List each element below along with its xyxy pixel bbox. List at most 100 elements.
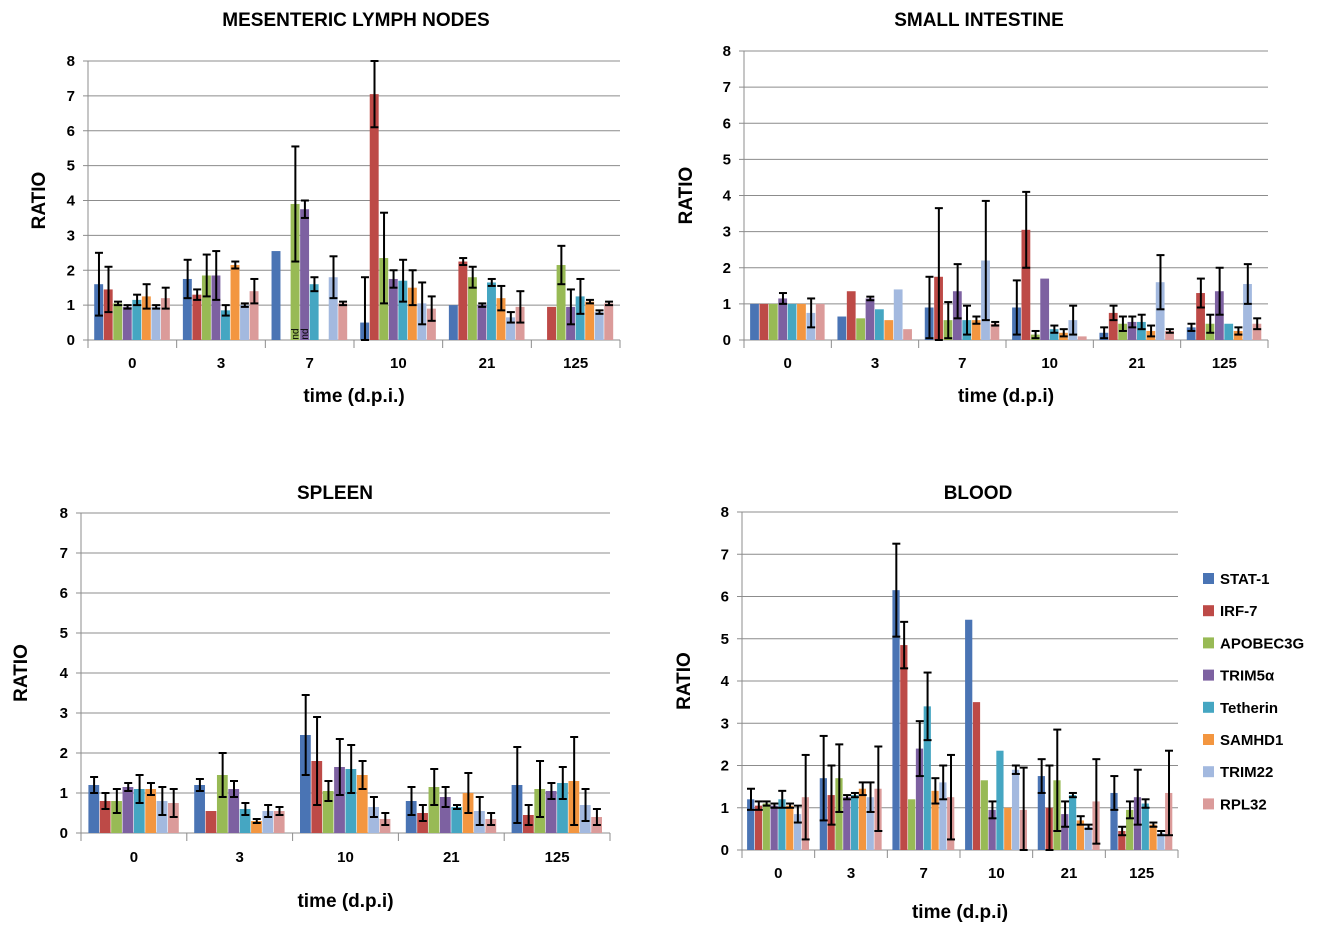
bar bbox=[972, 702, 981, 850]
y-tick-label: 6 bbox=[723, 115, 731, 132]
bar bbox=[835, 778, 843, 850]
y-tick-label: 2 bbox=[723, 260, 731, 277]
y-tick-label: 8 bbox=[723, 43, 731, 60]
bar bbox=[290, 203, 300, 340]
bar bbox=[996, 750, 1004, 850]
bar bbox=[1069, 795, 1077, 850]
bar bbox=[604, 303, 614, 340]
bar bbox=[338, 303, 348, 340]
bar bbox=[1118, 830, 1126, 850]
y-tick-label: 5 bbox=[67, 158, 75, 175]
bar bbox=[797, 303, 806, 340]
bar bbox=[884, 320, 894, 340]
y-tick-label: 3 bbox=[721, 715, 729, 732]
x-tick-label: 21 bbox=[443, 849, 460, 866]
bar bbox=[132, 299, 142, 340]
bar bbox=[846, 291, 856, 340]
x-tick-label: 21 bbox=[1061, 865, 1078, 882]
y-tick-label: 1 bbox=[60, 785, 68, 802]
bar bbox=[908, 799, 916, 850]
bar bbox=[451, 807, 463, 833]
x-tick-label: 10 bbox=[1041, 355, 1058, 372]
bar bbox=[1037, 776, 1045, 850]
bar bbox=[1155, 282, 1165, 340]
bar bbox=[988, 809, 996, 850]
y-tick-label: 1 bbox=[67, 297, 75, 314]
x-tick-label: 125 bbox=[1212, 355, 1237, 372]
bar bbox=[240, 305, 249, 340]
bar bbox=[239, 809, 251, 833]
legend-swatch bbox=[1203, 605, 1214, 617]
chart-title: SMALL INTESTINE bbox=[894, 10, 1064, 31]
bar bbox=[249, 291, 259, 340]
legend-swatch bbox=[1203, 701, 1214, 713]
bar bbox=[151, 306, 161, 340]
bar bbox=[156, 801, 168, 833]
bar bbox=[228, 789, 240, 833]
y-tick-label: 3 bbox=[60, 705, 68, 722]
legend: STAT-1 IRF-7 APOBEC3G TRIM5α Tetherin SAMHD1 T… bbox=[1203, 571, 1304, 813]
bar bbox=[865, 298, 875, 340]
y-tick-label: 1 bbox=[721, 800, 729, 817]
bar bbox=[875, 309, 884, 340]
y-tick-label: 8 bbox=[60, 505, 68, 522]
bar bbox=[1243, 284, 1252, 340]
x-tick-label: 125 bbox=[545, 849, 570, 866]
y-tick-label: 7 bbox=[721, 546, 729, 563]
y-axis-label: RATIO bbox=[29, 172, 50, 230]
bar bbox=[594, 312, 604, 340]
bar bbox=[356, 775, 368, 833]
y-tick-label: 4 bbox=[723, 188, 732, 205]
bar bbox=[141, 296, 151, 340]
bar bbox=[211, 275, 221, 340]
x-tick-label: 21 bbox=[1129, 355, 1146, 372]
x-tick-label: 3 bbox=[847, 865, 855, 882]
bar bbox=[439, 797, 451, 833]
bar bbox=[866, 797, 874, 850]
bar bbox=[192, 294, 202, 340]
bar bbox=[334, 767, 345, 833]
bar bbox=[103, 289, 113, 340]
y-axis-label: RATIO bbox=[11, 644, 32, 702]
x-tick-label: 10 bbox=[337, 849, 354, 866]
y-tick-label: 5 bbox=[60, 625, 68, 642]
bar bbox=[837, 316, 847, 340]
y-tick-label: 1 bbox=[723, 296, 731, 313]
bar bbox=[216, 775, 228, 833]
legend-swatch bbox=[1203, 637, 1214, 649]
y-tick-label: 3 bbox=[723, 224, 731, 241]
chart-blood: 0 1 2 3 4 5 6 7 8 0 3 7 10 21 125 BLOOD time (d.p.i) RATI… bbox=[674, 483, 1179, 923]
bar bbox=[793, 814, 802, 850]
bar bbox=[99, 801, 111, 833]
bar bbox=[971, 320, 981, 340]
chart-small-intestine: 0 1 2 3 4 5 6 7 8 0 3 7 10 21 125 SMALL INTESTINE time (… bbox=[676, 10, 1269, 407]
y-tick-label: 4 bbox=[721, 673, 730, 690]
y-tick-label: 6 bbox=[67, 123, 75, 140]
bar bbox=[369, 94, 379, 340]
bar bbox=[585, 301, 595, 340]
bar bbox=[111, 801, 122, 833]
y-tick-label: 5 bbox=[723, 151, 731, 168]
bar bbox=[768, 303, 778, 340]
bar bbox=[496, 298, 506, 340]
x-tick-label: 3 bbox=[236, 849, 244, 866]
bar bbox=[426, 308, 436, 340]
bar bbox=[1186, 327, 1196, 340]
legend-label: TRIM5α bbox=[1220, 668, 1275, 685]
bar bbox=[759, 303, 769, 340]
bar bbox=[322, 791, 334, 833]
legend-label: SAMHD1 bbox=[1220, 732, 1283, 749]
bar bbox=[230, 265, 240, 340]
x-tick-label: 0 bbox=[128, 355, 136, 372]
bar bbox=[417, 813, 428, 833]
y-tick-label: 8 bbox=[67, 53, 75, 70]
bar bbox=[1137, 321, 1146, 340]
bar bbox=[448, 305, 458, 340]
legend-label: APOBEC3G bbox=[1220, 635, 1304, 652]
bar bbox=[113, 303, 123, 340]
x-tick-label: 3 bbox=[871, 355, 879, 372]
bar bbox=[1077, 336, 1087, 340]
bar bbox=[754, 805, 763, 850]
y-axis-label: RATIO bbox=[674, 652, 695, 710]
